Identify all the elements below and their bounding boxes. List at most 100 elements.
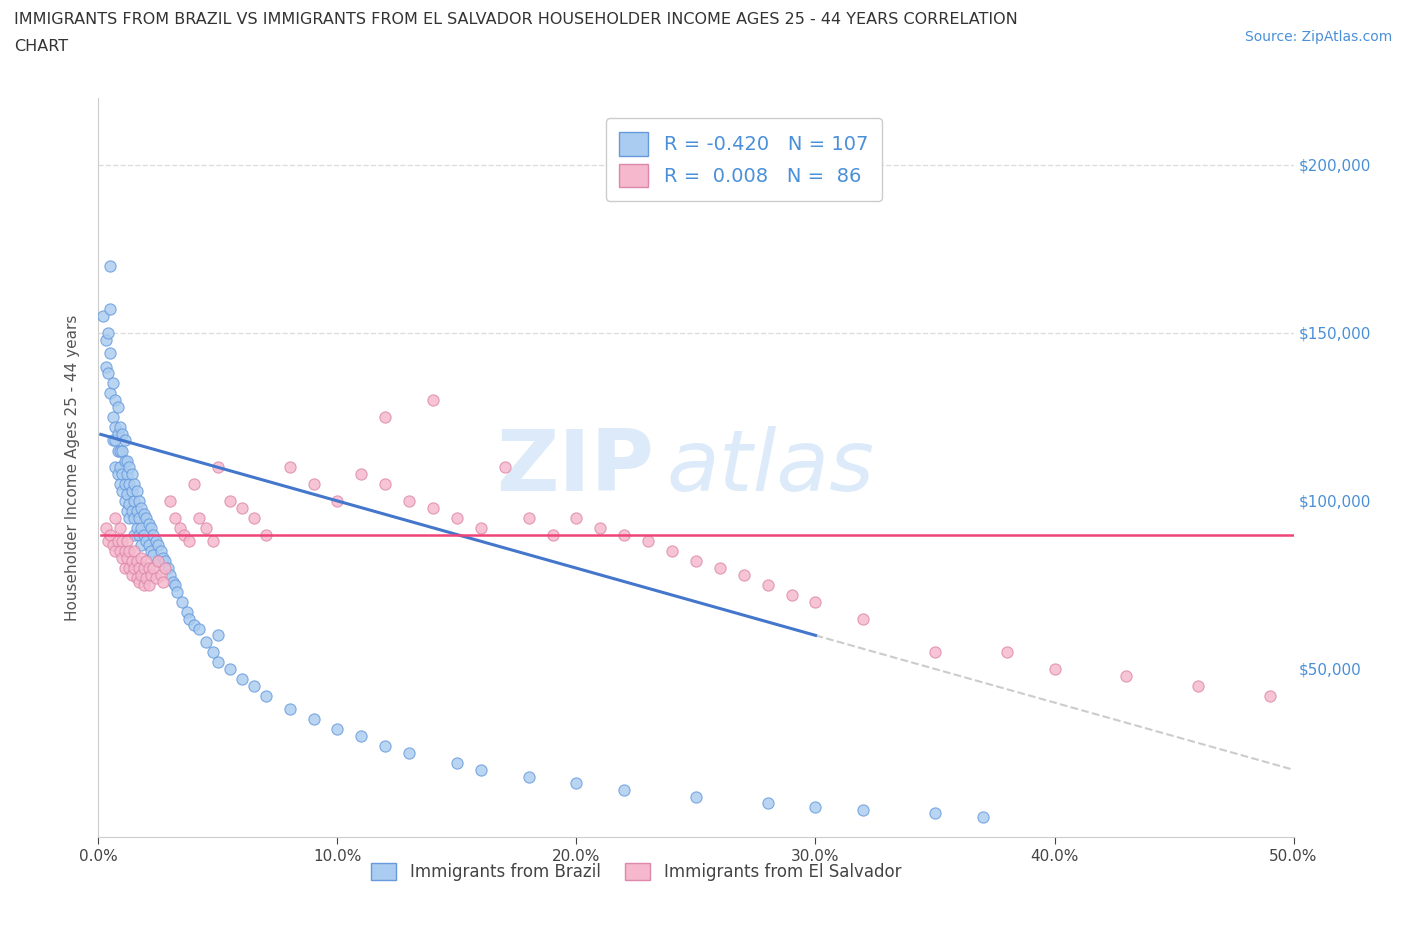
Point <box>132 527 155 542</box>
Point <box>98 386 122 401</box>
Point <box>152 551 174 565</box>
Point <box>121 467 143 482</box>
Point <box>104 419 127 434</box>
Point <box>121 484 143 498</box>
Point <box>446 755 468 770</box>
Point <box>125 554 148 569</box>
Point <box>637 534 659 549</box>
Point <box>107 399 129 414</box>
Point <box>804 594 827 609</box>
Point <box>179 611 201 626</box>
Point <box>131 500 153 515</box>
Point <box>114 453 136 468</box>
Point <box>124 544 146 559</box>
Point <box>1115 669 1137 684</box>
Point <box>94 332 117 347</box>
Point <box>132 578 155 592</box>
Text: ZIP: ZIP <box>496 426 654 509</box>
Point <box>202 644 225 659</box>
Point <box>98 527 122 542</box>
Point <box>139 544 162 559</box>
Point <box>108 477 131 492</box>
Point <box>111 443 134 458</box>
Point <box>374 409 396 424</box>
Point <box>125 571 148 586</box>
Point <box>121 503 143 518</box>
Point <box>138 561 160 576</box>
Point <box>128 494 150 509</box>
Point <box>709 561 731 576</box>
Point <box>104 511 127 525</box>
Point <box>219 494 242 509</box>
Point <box>101 433 124 448</box>
Text: atlas: atlas <box>666 426 875 509</box>
Point <box>108 544 131 559</box>
Point <box>374 477 396 492</box>
Point <box>107 534 129 549</box>
Point <box>135 534 157 549</box>
Point <box>108 443 131 458</box>
Point <box>142 527 165 542</box>
Point <box>804 799 827 814</box>
Point <box>159 494 181 509</box>
Point <box>565 511 588 525</box>
Point <box>101 409 124 424</box>
Point <box>422 500 444 515</box>
Point <box>128 574 150 589</box>
Point <box>470 521 492 536</box>
Point <box>98 259 122 273</box>
Point <box>517 769 540 784</box>
Point <box>101 538 124 552</box>
Point <box>118 460 141 474</box>
Point <box>131 521 153 536</box>
Point <box>166 584 188 599</box>
Point <box>108 521 131 536</box>
Point <box>104 392 127 407</box>
Point <box>142 547 165 562</box>
Point <box>163 578 186 592</box>
Point <box>125 484 148 498</box>
Point <box>139 567 162 582</box>
Point <box>131 538 153 552</box>
Point <box>162 574 184 589</box>
Point <box>661 544 683 559</box>
Point <box>98 346 122 361</box>
Point <box>278 460 301 474</box>
Point <box>138 517 160 532</box>
Point <box>176 604 198 619</box>
Point <box>118 511 141 525</box>
Point <box>163 511 186 525</box>
Point <box>124 527 146 542</box>
Point <box>131 567 153 582</box>
Point <box>108 419 131 434</box>
Point <box>207 628 229 643</box>
Point <box>121 554 143 569</box>
Point <box>494 460 516 474</box>
Point <box>135 554 157 569</box>
Point <box>589 521 612 536</box>
Point <box>118 544 141 559</box>
Point <box>111 467 134 482</box>
Point <box>124 477 146 492</box>
Point <box>924 806 946 821</box>
Point <box>97 365 120 380</box>
Point <box>94 521 117 536</box>
Point <box>115 534 138 549</box>
Point <box>115 486 138 501</box>
Point <box>541 527 564 542</box>
Point <box>138 538 160 552</box>
Point <box>124 511 146 525</box>
Point <box>187 511 209 525</box>
Point <box>149 544 172 559</box>
Point <box>254 688 277 703</box>
Point <box>852 611 875 626</box>
Point <box>118 497 141 512</box>
Point <box>148 554 170 569</box>
Point <box>350 467 373 482</box>
Point <box>115 551 138 565</box>
Point <box>138 578 160 592</box>
Point <box>101 376 124 391</box>
Point <box>1258 688 1281 703</box>
Point <box>114 561 136 576</box>
Point <box>219 661 242 676</box>
